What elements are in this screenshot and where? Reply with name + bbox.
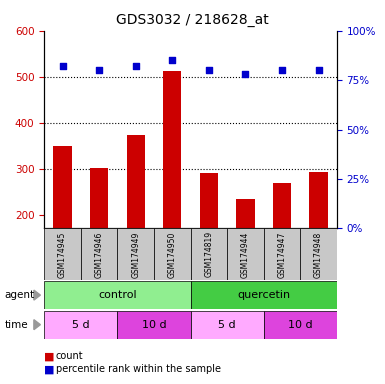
Text: agent: agent (5, 290, 35, 300)
Bar (236, 199, 254, 228)
Text: GSM174950: GSM174950 (168, 231, 177, 278)
Text: GSM174946: GSM174946 (95, 231, 104, 278)
Text: GSM174949: GSM174949 (131, 231, 140, 278)
Bar (117, 311, 191, 339)
Text: count: count (56, 351, 84, 361)
Text: 5 d: 5 d (72, 319, 90, 330)
Bar (44, 311, 117, 339)
Bar (81, 228, 117, 280)
Point (132, 63, 139, 70)
Point (59, 63, 65, 70)
Bar (300, 228, 337, 280)
Bar (264, 311, 337, 339)
Point (96, 67, 102, 73)
Text: GSM174944: GSM174944 (241, 231, 250, 278)
Point (316, 67, 322, 73)
Point (243, 71, 249, 77)
Point (169, 57, 176, 63)
Bar (127, 135, 145, 228)
Bar (117, 228, 154, 280)
Text: ■: ■ (44, 364, 55, 374)
Text: 10 d: 10 d (288, 319, 313, 330)
Bar (191, 281, 337, 309)
Text: control: control (98, 290, 137, 300)
Bar (191, 311, 264, 339)
Bar (44, 228, 81, 280)
Text: percentile rank within the sample: percentile rank within the sample (56, 364, 221, 374)
Text: 10 d: 10 d (142, 319, 166, 330)
Polygon shape (34, 319, 40, 329)
Bar (200, 173, 218, 228)
Bar (191, 228, 227, 280)
Bar (54, 146, 72, 228)
Bar (264, 228, 300, 280)
Bar (227, 228, 264, 280)
Bar (310, 172, 328, 228)
Bar (90, 168, 108, 228)
Bar (273, 184, 291, 228)
Text: GSM174948: GSM174948 (314, 231, 323, 278)
Text: GSM174819: GSM174819 (204, 231, 213, 278)
Text: ■: ■ (44, 351, 55, 361)
Polygon shape (34, 290, 40, 300)
Text: 5 d: 5 d (218, 319, 236, 330)
Text: GSM174945: GSM174945 (58, 231, 67, 278)
Point (206, 67, 212, 73)
Text: time: time (5, 319, 28, 330)
Text: quercetin: quercetin (237, 290, 290, 300)
Point (279, 67, 285, 73)
Bar (154, 228, 191, 280)
Bar (163, 71, 181, 228)
Text: GSM174947: GSM174947 (278, 231, 286, 278)
Bar (44, 281, 191, 309)
Text: GDS3032 / 218628_at: GDS3032 / 218628_at (116, 13, 269, 27)
